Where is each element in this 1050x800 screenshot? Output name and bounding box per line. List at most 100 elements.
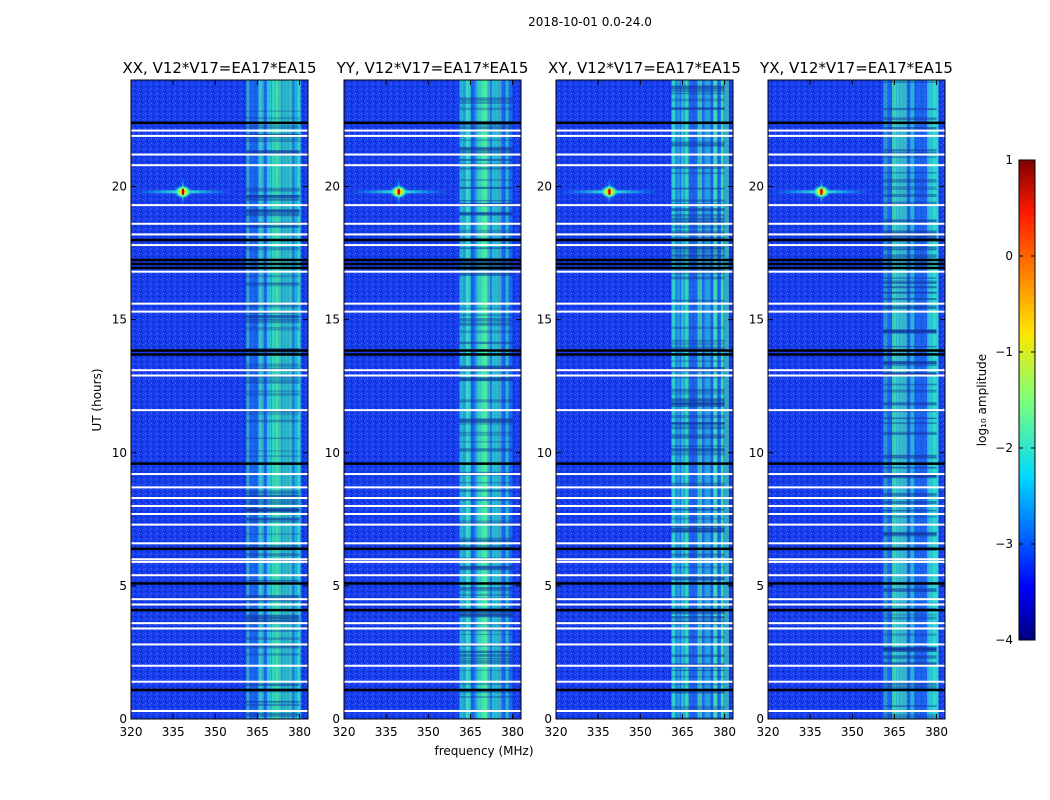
rfi-mottle bbox=[883, 230, 937, 234]
rfi-mottle bbox=[246, 599, 300, 602]
x-tick-label: 380 bbox=[713, 725, 736, 739]
x-tick-label: 380 bbox=[925, 725, 948, 739]
rfi-mottle bbox=[671, 576, 725, 581]
rfi-mottle bbox=[246, 579, 300, 582]
rfi-mottle bbox=[246, 209, 300, 212]
rfi-mottle bbox=[459, 123, 513, 127]
flag-white bbox=[768, 542, 945, 545]
rfi-channel bbox=[294, 80, 297, 719]
flag-white bbox=[556, 523, 733, 526]
y-tick-label: 5 bbox=[332, 579, 340, 593]
y-tick-label: 20 bbox=[112, 180, 127, 194]
flag-white bbox=[131, 164, 308, 167]
flag-white bbox=[131, 409, 308, 412]
rfi-mottle bbox=[883, 254, 937, 258]
rfi-mottle bbox=[671, 360, 725, 362]
rfi-mottle bbox=[459, 633, 513, 636]
rfi-mottle bbox=[246, 246, 300, 251]
flag-black bbox=[131, 353, 308, 356]
flag-black bbox=[768, 262, 945, 266]
flag-black bbox=[131, 547, 308, 551]
rfi-mottle bbox=[671, 391, 725, 395]
rfi-mottle bbox=[246, 410, 300, 413]
flag-black bbox=[768, 266, 945, 270]
x-tick-label: 365 bbox=[883, 725, 906, 739]
rfi-mottle bbox=[671, 247, 725, 252]
flag-white bbox=[556, 512, 733, 515]
rfi-mottle bbox=[459, 421, 513, 425]
rfi-channel bbox=[910, 80, 915, 719]
flag-white bbox=[556, 164, 733, 167]
flag-black bbox=[344, 353, 521, 356]
y-tick-label: 10 bbox=[537, 446, 552, 460]
x-tick-label: 335 bbox=[587, 725, 610, 739]
flag-white bbox=[556, 204, 733, 207]
flag-white bbox=[344, 558, 521, 561]
rfi-mottle bbox=[883, 716, 937, 719]
rfi-mottle bbox=[671, 272, 725, 275]
flag-white bbox=[556, 270, 733, 273]
rfi-mottle bbox=[459, 151, 513, 154]
rfi-mottle bbox=[246, 282, 300, 287]
rfi-mottle bbox=[246, 495, 300, 497]
rfi-mottle bbox=[883, 614, 937, 616]
rfi-mottle bbox=[459, 167, 513, 170]
rfi-mottle bbox=[883, 360, 937, 364]
flag-white bbox=[131, 244, 308, 247]
flag-black bbox=[556, 353, 733, 356]
rfi-mottle bbox=[671, 435, 725, 439]
rfi-mottle bbox=[459, 341, 513, 345]
rfi-mottle bbox=[246, 319, 300, 324]
x-tick-label: 320 bbox=[120, 725, 143, 739]
flag-white bbox=[768, 129, 945, 132]
flag-white bbox=[768, 627, 945, 630]
rfi-mottle bbox=[459, 610, 513, 613]
flag-white bbox=[131, 374, 308, 377]
rfi-mottle bbox=[246, 198, 300, 201]
rfi-mottle bbox=[671, 88, 725, 93]
flag-white bbox=[768, 204, 945, 207]
rfi-mottle bbox=[883, 81, 937, 83]
rfi-mottle bbox=[883, 402, 937, 406]
rfi-mottle bbox=[246, 316, 300, 321]
rfi-mottle bbox=[246, 315, 300, 317]
x-tick-label: 350 bbox=[841, 725, 864, 739]
rfi-mottle bbox=[459, 537, 513, 542]
flag-white bbox=[556, 369, 733, 372]
panel-image bbox=[131, 80, 308, 719]
rfi-mottle bbox=[883, 662, 937, 667]
rfi-mottle bbox=[671, 691, 725, 694]
flag-white bbox=[131, 512, 308, 515]
y-tick-label: 20 bbox=[749, 180, 764, 194]
rfi-mottle bbox=[883, 364, 937, 366]
flag-black bbox=[131, 349, 308, 352]
flag-black bbox=[344, 258, 521, 262]
rfi-mottle bbox=[246, 645, 300, 649]
rfi-mottle bbox=[883, 705, 937, 707]
rfi-mottle bbox=[459, 660, 513, 664]
colorbar-tick-label: −3 bbox=[995, 537, 1013, 551]
rfi-mottle bbox=[246, 380, 300, 384]
rfi-mottle bbox=[883, 280, 937, 283]
rfi-channel bbox=[484, 80, 491, 719]
rfi-mottle bbox=[671, 253, 725, 257]
rfi-mottle bbox=[459, 434, 513, 436]
rfi-mottle bbox=[883, 246, 937, 249]
flag-white bbox=[344, 486, 521, 489]
flag-white bbox=[556, 643, 733, 646]
flag-white bbox=[131, 369, 308, 372]
rfi-mottle bbox=[459, 539, 513, 544]
rfi-channel bbox=[266, 80, 272, 719]
rfi-mottle bbox=[671, 676, 725, 678]
rfi-mottle bbox=[883, 588, 937, 591]
flag-white bbox=[556, 497, 733, 500]
rfi-mottle bbox=[671, 141, 725, 144]
x-tick-label: 380 bbox=[501, 725, 524, 739]
rfi-channel bbox=[901, 80, 905, 719]
rfi-mottle bbox=[246, 681, 300, 686]
rfi-mottle bbox=[671, 268, 725, 272]
flag-white bbox=[768, 374, 945, 377]
rfi-mottle bbox=[671, 85, 725, 88]
rfi-mottle bbox=[671, 398, 725, 402]
rfi-channel bbox=[465, 80, 469, 719]
